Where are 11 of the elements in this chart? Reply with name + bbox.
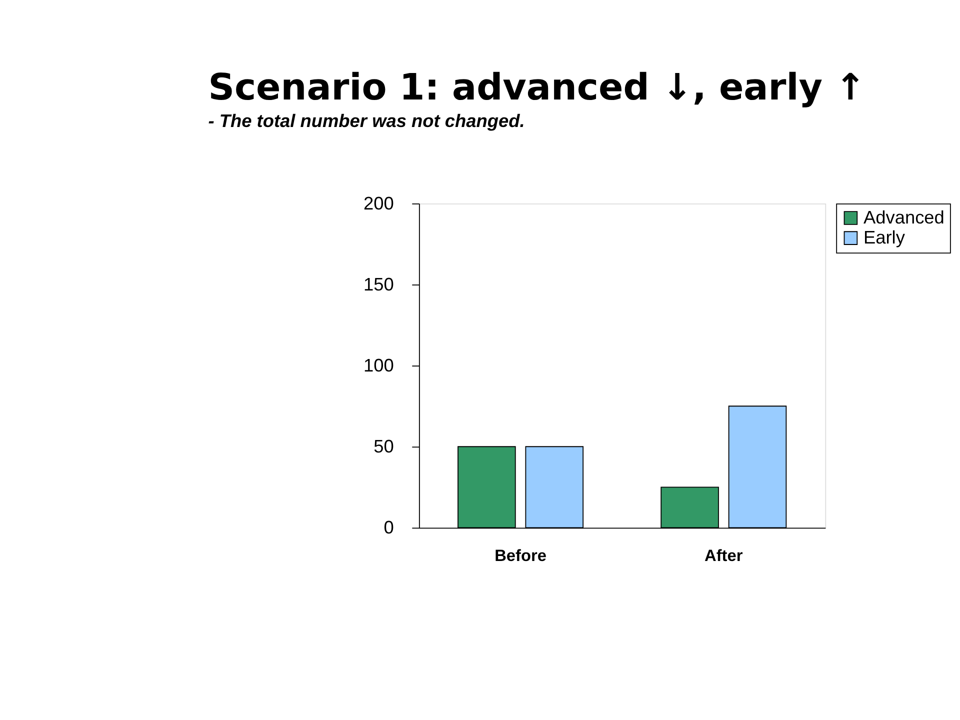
legend-label: Advanced bbox=[863, 207, 944, 228]
y-tick-label: 50 bbox=[374, 436, 394, 457]
legend-label: Early bbox=[863, 228, 906, 248]
y-tick-label: 200 bbox=[364, 193, 394, 214]
chart-title: Scenario 1: advanced ↓, early ↑ bbox=[208, 66, 866, 109]
y-tick-label: 150 bbox=[364, 274, 394, 294]
x-tick-label: Before bbox=[494, 546, 546, 565]
chart-subtitle: - The total number was not changed. bbox=[208, 110, 525, 131]
y-tick-label: 100 bbox=[364, 356, 394, 376]
x-tick-label: After bbox=[704, 546, 744, 565]
y-tick-label: 0 bbox=[384, 518, 394, 538]
